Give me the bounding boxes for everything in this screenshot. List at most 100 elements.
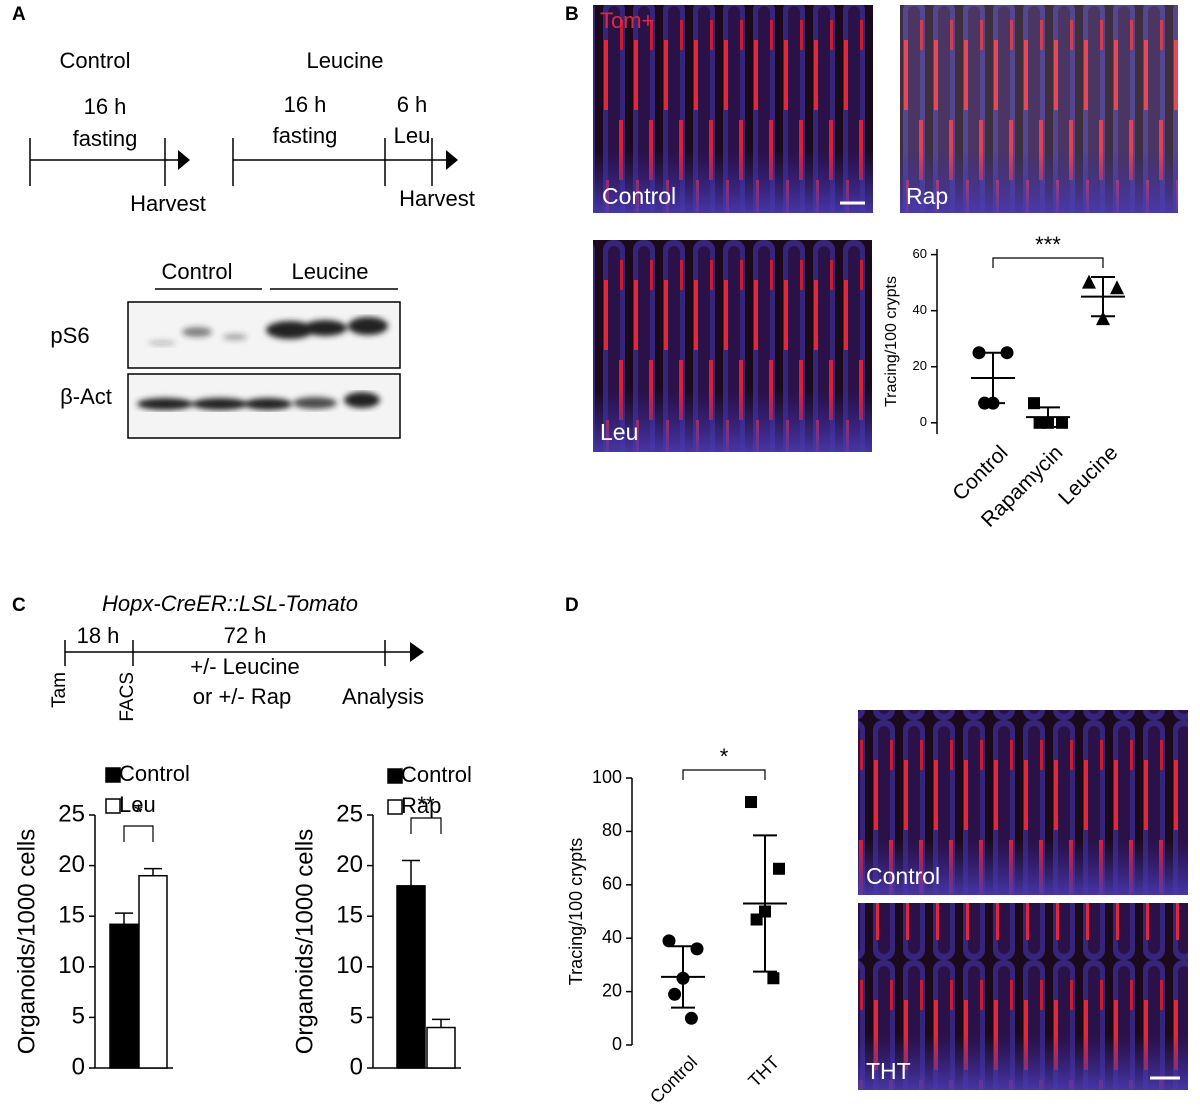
y-tick-label: 0 <box>612 1034 622 1054</box>
error-bar <box>981 351 1005 405</box>
data-point <box>773 862 785 875</box>
genotype: Hopx-CreER::LSL-Tomato <box>102 591 358 616</box>
y-tick-label: 60 <box>913 246 927 261</box>
y-axis-label: Tracing/100 crypts <box>566 838 586 985</box>
y-tick-label: 20 <box>602 980 622 1000</box>
error-bar <box>1036 406 1060 428</box>
y-tick-label: 5 <box>350 1003 363 1030</box>
y-tick-label: 10 <box>336 952 363 979</box>
data-point <box>1110 280 1124 295</box>
error-bar <box>753 834 777 973</box>
blot-row: pS6 <box>50 323 89 348</box>
y-tick-label: 40 <box>602 927 622 947</box>
image-label: THT <box>866 1058 911 1084</box>
duration: 16 h <box>84 94 127 119</box>
data-point <box>684 1011 698 1025</box>
significance-bracket <box>123 825 154 842</box>
error-bar <box>144 867 162 876</box>
y-tick-label: 20 <box>336 851 363 878</box>
significance-label: * <box>134 800 143 825</box>
x-tick-label: THT <box>744 1052 783 1091</box>
panel-label: D <box>565 595 579 616</box>
phase: fasting <box>73 126 138 151</box>
y-tick-label: 25 <box>58 800 85 827</box>
y-tick-label: 40 <box>913 302 927 317</box>
duration: 16 h <box>284 92 327 117</box>
y-tick-label: 10 <box>58 952 85 979</box>
panel-label: A <box>12 4 26 25</box>
phase: Leu <box>394 123 431 148</box>
bar <box>396 885 426 1069</box>
duration: 18 h <box>77 623 120 648</box>
error-bar <box>115 912 133 925</box>
micrograph <box>858 903 1188 1090</box>
y-tick-label: 20 <box>913 358 927 373</box>
bar <box>109 923 139 1069</box>
blot-group: Control <box>162 259 233 284</box>
legend-swatch <box>387 768 403 784</box>
y-tick-label: 0 <box>72 1053 85 1080</box>
significance-label: * <box>720 744 729 769</box>
significance-label: *** <box>1035 232 1061 257</box>
bar <box>138 874 168 1069</box>
data-point <box>668 987 682 1001</box>
legend-swatch <box>105 798 121 814</box>
micrograph <box>593 240 872 452</box>
data-point <box>1000 346 1014 360</box>
step: Analysis <box>342 684 424 709</box>
error-bar <box>1091 276 1115 318</box>
data-point <box>690 942 704 956</box>
timeline <box>64 640 424 666</box>
data-point <box>972 346 986 360</box>
legend-label: Rap <box>401 793 441 818</box>
image-label: Leu <box>600 419 638 445</box>
significance-bracket <box>992 257 1104 268</box>
timeline-end: Harvest <box>399 186 475 211</box>
step: FACS <box>117 672 138 722</box>
timeline-title: Control <box>60 48 131 73</box>
x-tick-label: Control <box>646 1052 701 1107</box>
duration: 72 h <box>224 623 267 648</box>
micrograph <box>858 710 1188 895</box>
legend-label: Control <box>401 762 472 787</box>
legend-label: Control <box>119 761 190 786</box>
y-tick-label: 25 <box>336 800 363 827</box>
micrograph <box>900 5 1178 213</box>
image-label: Control <box>602 183 676 209</box>
y-tick-label: 0 <box>350 1053 363 1080</box>
data-point <box>767 972 780 985</box>
y-axis-label: Organoids/1000 cells <box>291 829 318 1054</box>
step: Tam <box>49 672 70 708</box>
treatment: or +/- Rap <box>193 684 291 709</box>
error-bar <box>671 945 695 1009</box>
timeline-end: Harvest <box>130 191 206 216</box>
y-tick-label: 15 <box>336 902 363 929</box>
legend-label: Leu <box>119 792 156 817</box>
image-label: Rap <box>906 183 948 209</box>
y-tick-label: 100 <box>592 767 622 787</box>
image-label: Control <box>866 863 940 889</box>
stain-label: Tom+ <box>600 8 654 33</box>
blot <box>127 301 401 439</box>
x-tick-label: Leucine <box>1054 441 1122 509</box>
y-tick-label: 60 <box>602 874 622 894</box>
bar <box>426 1026 456 1069</box>
y-axis-label: Tracing/100 crypts <box>883 276 900 407</box>
treatment: +/- Leucine <box>190 654 299 679</box>
blot-row: β-Act <box>60 384 112 409</box>
significance-label: ** <box>417 792 435 817</box>
significance-bracket <box>682 769 766 780</box>
blot-group: Leucine <box>291 259 368 284</box>
y-tick-label: 0 <box>920 414 927 429</box>
data-point <box>1028 397 1040 410</box>
data-point <box>1082 274 1096 289</box>
duration: 6 h <box>397 92 428 117</box>
error-bar <box>402 859 420 886</box>
timeline <box>232 138 458 186</box>
y-tick-label: 5 <box>72 1003 85 1030</box>
significance-bracket <box>410 817 442 834</box>
legend-swatch <box>387 799 403 815</box>
panel-label: C <box>12 595 26 616</box>
error-bar <box>432 1018 450 1028</box>
